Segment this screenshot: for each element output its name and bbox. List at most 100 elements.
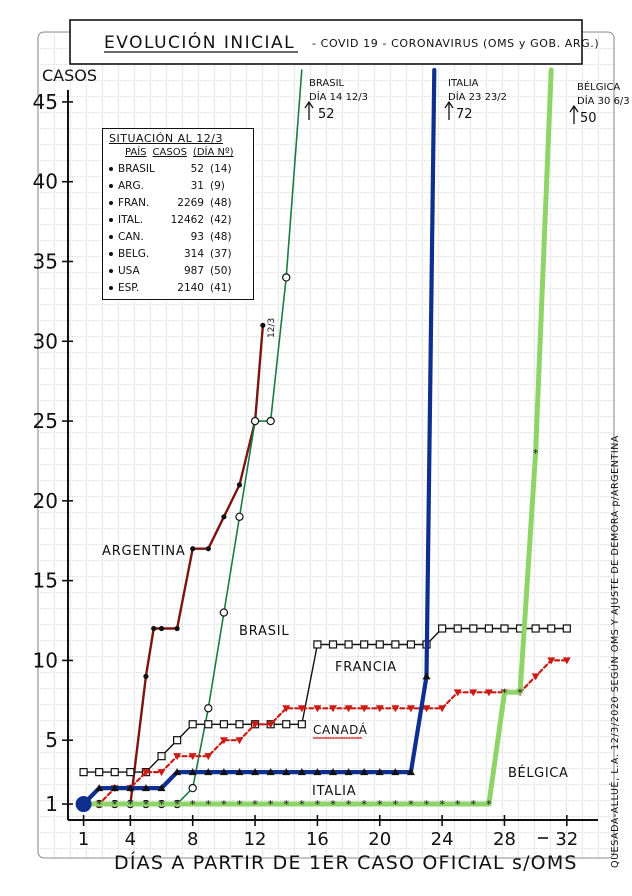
data-point bbox=[157, 752, 166, 761]
legend-country: USA bbox=[118, 264, 140, 277]
side-note: QUESADA-ALLUÉ, L.A. 12/3/2020 SEGÚN OMS … bbox=[609, 435, 621, 868]
legend-day: (50) bbox=[210, 264, 232, 277]
legend-day: (41) bbox=[210, 281, 232, 294]
data-point bbox=[438, 624, 447, 633]
x-tick-label: 24 bbox=[431, 829, 454, 850]
data-point bbox=[500, 624, 509, 633]
data-point: * bbox=[96, 798, 102, 811]
data-point bbox=[141, 784, 150, 792]
legend-country: ITAL. bbox=[118, 213, 144, 226]
legend-cases: 52 bbox=[190, 162, 204, 175]
data-point: * bbox=[471, 798, 477, 811]
series-italia bbox=[79, 67, 437, 808]
note-belgica-2: DÍA 30 6/3 bbox=[577, 94, 630, 107]
chart-title: EVOLUCIÓN INICIAL bbox=[104, 31, 295, 53]
data-point: * bbox=[361, 798, 367, 811]
y-tick-label: 25 bbox=[33, 409, 58, 433]
data-point bbox=[110, 768, 119, 777]
data-point bbox=[260, 322, 266, 328]
legend-day: (14) bbox=[210, 162, 232, 175]
data-point bbox=[547, 657, 556, 665]
data-point bbox=[313, 768, 322, 776]
data-point: * bbox=[377, 798, 383, 811]
legend-cases: 2140 bbox=[177, 281, 204, 294]
data-point bbox=[219, 737, 228, 745]
data-point bbox=[190, 546, 196, 552]
data-point bbox=[158, 625, 165, 632]
data-point: * bbox=[190, 798, 196, 811]
data-point bbox=[266, 721, 275, 729]
data-point bbox=[391, 768, 400, 776]
note-belgica-3: 50 bbox=[580, 111, 597, 126]
data-point bbox=[562, 657, 571, 665]
bullet-icon bbox=[109, 166, 113, 171]
label-argentina: ARGENTINA bbox=[102, 544, 186, 559]
data-point bbox=[547, 624, 556, 633]
data-point bbox=[297, 768, 306, 776]
legend-col-cases: CASOS bbox=[152, 147, 187, 158]
legend-cases: 314 bbox=[183, 247, 204, 260]
data-point bbox=[204, 704, 213, 713]
data-point bbox=[406, 640, 416, 649]
data-point: * bbox=[315, 798, 321, 811]
y-tick-label: 1 bbox=[45, 792, 58, 816]
data-point bbox=[95, 768, 104, 777]
chart-subtitle: - COVID 19 - CORONAVIRUS (OMS y GOB. ARG… bbox=[312, 37, 599, 50]
data-point bbox=[219, 768, 228, 776]
title-box bbox=[69, 19, 583, 65]
data-point bbox=[141, 769, 150, 777]
legend-cases: 93 bbox=[190, 230, 204, 243]
legend-day: (42) bbox=[210, 213, 232, 226]
legend-row: CAN. 93 (48) bbox=[109, 228, 247, 245]
data-point bbox=[235, 768, 244, 776]
data-point: * bbox=[393, 798, 399, 811]
data-point: * bbox=[112, 798, 118, 811]
data-point bbox=[391, 705, 400, 713]
data-point: * bbox=[128, 798, 134, 811]
data-point bbox=[282, 768, 291, 776]
legend-cases: 987 bbox=[183, 264, 204, 277]
data-point: * bbox=[206, 798, 212, 811]
data-point bbox=[375, 768, 384, 776]
data-point bbox=[329, 768, 337, 776]
data-point: * bbox=[439, 798, 445, 811]
y-tick-label: 35 bbox=[33, 249, 58, 273]
data-point bbox=[188, 783, 197, 793]
x-tick-label: 20 bbox=[368, 829, 391, 850]
arrow-belgica bbox=[569, 104, 579, 124]
data-point: * bbox=[486, 798, 492, 811]
y-tick-label: 20 bbox=[33, 489, 58, 513]
data-point bbox=[344, 768, 353, 776]
x-ticks: 1 4 8 12 16 20 24 28 32 bbox=[78, 815, 578, 850]
data-point: * bbox=[502, 686, 508, 699]
series-line bbox=[81, 67, 437, 807]
y-tick-label: 10 bbox=[33, 648, 58, 672]
legend-row: ARG. 31 (9) bbox=[109, 177, 247, 194]
data-point bbox=[469, 624, 478, 633]
data-point: * bbox=[221, 798, 227, 811]
x-axis-label: DÍAS A PARTIR DE 1ER CASO OFICIAL s/OMS bbox=[114, 851, 578, 874]
note-italia-1: ITALIA bbox=[448, 78, 479, 89]
bullet-icon bbox=[109, 217, 113, 222]
label-francia: FRANCIA bbox=[335, 660, 397, 675]
data-point bbox=[251, 721, 260, 729]
data-point bbox=[313, 640, 322, 649]
legend-title: SITUACIÓN AL 12/3 bbox=[109, 132, 223, 145]
note-brasil-3: 52 bbox=[318, 107, 335, 122]
data-point bbox=[188, 768, 197, 776]
data-point bbox=[219, 608, 229, 617]
note-italia-2: DÍA 23 23/2 bbox=[448, 90, 507, 103]
data-point: * bbox=[299, 798, 305, 811]
legend-country: BELG. bbox=[118, 247, 150, 260]
data-point bbox=[235, 737, 244, 745]
data-point bbox=[251, 768, 260, 776]
data-point bbox=[173, 753, 182, 761]
data-point bbox=[453, 689, 462, 697]
data-point bbox=[173, 768, 182, 776]
legend-row: BRASIL 52 (14) bbox=[109, 160, 247, 177]
data-point bbox=[266, 768, 275, 776]
legend-row: FRAN. 2269 (48) bbox=[109, 194, 247, 211]
data-point bbox=[266, 416, 275, 426]
bullet-icon bbox=[109, 285, 113, 290]
